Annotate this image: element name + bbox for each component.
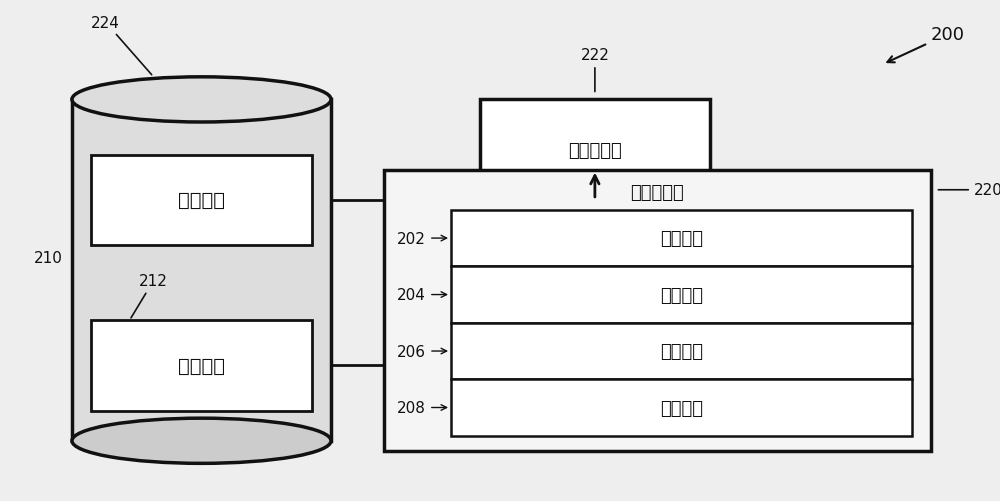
Text: 222: 222	[580, 48, 609, 92]
Text: 校样模块: 校样模块	[660, 399, 703, 417]
Text: 200: 200	[887, 26, 965, 63]
Text: 212: 212	[131, 274, 168, 318]
Text: 202: 202	[397, 231, 447, 246]
Text: 206: 206	[397, 344, 447, 359]
Text: 210: 210	[33, 250, 62, 266]
Text: 220: 220	[938, 183, 1000, 198]
Bar	[451, 323, 912, 380]
Text: 处理器资源: 处理器资源	[568, 141, 622, 159]
Bar	[480, 100, 710, 200]
Ellipse shape	[72, 418, 331, 463]
Bar	[384, 170, 931, 451]
Ellipse shape	[72, 78, 331, 123]
Text: 参数模块: 参数模块	[660, 286, 703, 304]
Text: 作业定义: 作业定义	[178, 191, 225, 210]
Bar	[91, 321, 312, 411]
Text: 204: 204	[397, 288, 447, 303]
Bar	[72, 100, 331, 441]
Text: 208: 208	[397, 400, 447, 415]
Text: 票据模板: 票据模板	[178, 356, 225, 375]
Text: 224: 224	[91, 16, 152, 76]
Text: 存储器资源: 存储器资源	[630, 184, 684, 202]
Bar	[451, 210, 912, 267]
Bar	[451, 380, 912, 436]
Bar	[451, 267, 912, 323]
Bar	[91, 155, 312, 245]
Text: 作业模块: 作业模块	[660, 229, 703, 247]
Text: 通信模块: 通信模块	[660, 342, 703, 360]
